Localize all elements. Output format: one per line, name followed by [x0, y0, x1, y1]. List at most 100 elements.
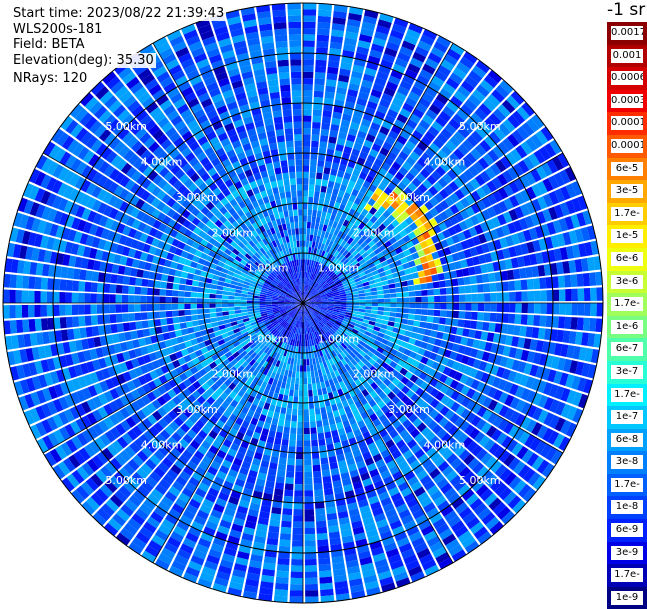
range-bin [305, 546, 316, 553]
range-bin [465, 285, 472, 293]
range-bin [181, 329, 188, 336]
range-bin [85, 270, 92, 280]
range-bin [123, 323, 130, 332]
range-bin [210, 289, 217, 294]
range-bin [291, 571, 303, 578]
range-bin [390, 308, 397, 313]
range-bin [79, 269, 86, 280]
range-bin [478, 294, 484, 302]
range-bin [91, 293, 97, 303]
range-bin [116, 285, 123, 294]
range-bin [365, 296, 371, 299]
range-bin [175, 270, 182, 277]
range-bin [553, 303, 560, 315]
range-bin [172, 283, 179, 290]
range-bin [128, 295, 134, 303]
range-bin [217, 285, 224, 290]
range-bin [407, 320, 414, 326]
range-bin [85, 282, 92, 292]
range-bin [372, 303, 378, 306]
range-bin [347, 305, 353, 308]
range-bin [3, 289, 10, 303]
range-bin [22, 290, 29, 303]
range-bin [290, 584, 303, 591]
range-bin [303, 47, 315, 54]
range-bin [41, 277, 48, 289]
range-bin [370, 287, 377, 291]
range-bin [253, 298, 259, 301]
range-bin [303, 116, 311, 122]
range-bin [312, 210, 317, 217]
range-bin [123, 276, 130, 285]
range-bin [311, 377, 315, 384]
range-bin [293, 515, 303, 521]
range-bin [340, 305, 346, 307]
range-bin [197, 304, 203, 309]
range-bin [456, 327, 463, 335]
range-bin [287, 402, 292, 409]
range-bin [308, 203, 313, 210]
range-bin [294, 384, 298, 391]
range-bin [147, 304, 153, 311]
range-bin [78, 316, 85, 326]
range-bin [470, 321, 477, 329]
range-bin [319, 224, 324, 231]
range-bin [153, 296, 159, 303]
range-bin [159, 304, 165, 311]
range-bin [160, 318, 167, 325]
range-bin [402, 313, 409, 318]
range-bin [389, 288, 396, 293]
range-bin [16, 275, 23, 288]
range-bin [519, 326, 526, 337]
range-bin [303, 78, 313, 84]
range-bin [412, 326, 419, 333]
range-bin [514, 280, 521, 290]
range-bin [266, 303, 272, 305]
range-bin [396, 308, 403, 313]
range-bin [287, 459, 295, 466]
range-bin [116, 314, 123, 323]
range-bin [66, 280, 73, 291]
range-bin [295, 478, 303, 484]
range-bin [304, 390, 308, 396]
range-bin [300, 359, 303, 365]
range-bin [364, 289, 371, 293]
range-bin [359, 309, 366, 312]
range-bin [540, 290, 547, 301]
range-bin [298, 403, 303, 409]
range-bin [122, 313, 129, 322]
range-bin [204, 288, 211, 293]
range-bin [303, 16, 316, 23]
range-bin [304, 440, 311, 446]
range-bin [303, 172, 309, 178]
range-bin [303, 91, 313, 97]
range-bin [178, 291, 185, 297]
range-bin [314, 370, 318, 377]
range-bin [372, 299, 378, 302]
range-bin [315, 508, 325, 515]
range-bin [28, 319, 35, 332]
range-bin [272, 303, 278, 304]
range-bin [378, 303, 384, 307]
range-bin [446, 311, 453, 318]
range-bin [259, 303, 265, 305]
range-bin [228, 311, 235, 315]
range-bin [289, 364, 293, 371]
range-bin [210, 313, 217, 318]
range-bin [269, 519, 280, 526]
range-bin [313, 396, 318, 403]
range-bin [316, 414, 322, 421]
range-bin [320, 192, 326, 199]
range-bin [384, 294, 391, 298]
range-bin [383, 316, 390, 321]
range-bin [320, 457, 328, 464]
range-bin [313, 235, 317, 242]
range-bin [318, 10, 332, 17]
range-bin [396, 313, 403, 318]
range-bin [216, 290, 223, 295]
range-bin [317, 22, 330, 29]
range-bin [320, 407, 326, 414]
range-bin [539, 278, 546, 289]
range-bin [397, 298, 403, 303]
range-bin [153, 312, 160, 319]
